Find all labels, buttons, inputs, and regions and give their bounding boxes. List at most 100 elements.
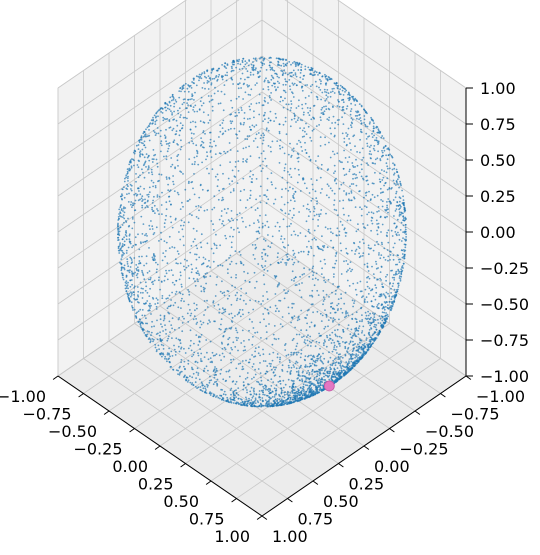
data-point bbox=[278, 162, 281, 164]
data-point bbox=[290, 176, 293, 179]
data-point bbox=[284, 292, 287, 295]
data-point bbox=[278, 299, 280, 302]
data-point bbox=[133, 149, 136, 152]
data-point bbox=[250, 63, 253, 66]
data-point bbox=[333, 273, 335, 275]
data-point bbox=[287, 390, 289, 393]
data-point bbox=[211, 208, 214, 211]
data-point bbox=[323, 375, 325, 378]
data-point bbox=[369, 121, 371, 123]
data-point bbox=[231, 180, 234, 183]
data-point bbox=[306, 207, 308, 210]
data-point bbox=[331, 122, 333, 124]
data-point bbox=[291, 216, 294, 219]
data-point bbox=[322, 245, 324, 248]
data-point bbox=[204, 309, 207, 311]
data-point bbox=[374, 339, 377, 341]
data-point bbox=[267, 379, 269, 382]
data-point bbox=[338, 369, 341, 372]
data-point bbox=[345, 192, 348, 195]
data-point bbox=[340, 249, 343, 252]
data-point bbox=[390, 154, 393, 157]
data-point bbox=[153, 154, 155, 157]
data-point bbox=[251, 66, 253, 69]
data-point bbox=[139, 291, 142, 294]
data-point bbox=[337, 99, 339, 101]
data-point bbox=[263, 134, 265, 137]
data-point bbox=[130, 166, 133, 169]
data-point bbox=[162, 348, 165, 350]
data-point bbox=[340, 273, 343, 275]
data-point bbox=[170, 324, 173, 326]
data-point bbox=[368, 211, 370, 214]
data-point bbox=[402, 237, 404, 240]
data-point bbox=[176, 250, 179, 253]
data-point bbox=[147, 155, 150, 158]
data-point bbox=[172, 304, 175, 307]
data-point bbox=[177, 345, 180, 348]
data-point bbox=[364, 298, 366, 301]
data-point bbox=[314, 393, 316, 396]
data-point bbox=[386, 206, 388, 209]
data-point bbox=[353, 332, 356, 335]
data-point bbox=[187, 182, 190, 185]
data-point bbox=[355, 360, 358, 362]
data-point bbox=[142, 327, 144, 330]
data-point bbox=[236, 137, 239, 140]
data-point bbox=[177, 373, 179, 375]
gridline-ywall-z bbox=[261, 55, 467, 197]
data-point bbox=[319, 82, 322, 85]
data-point bbox=[374, 171, 376, 174]
data-point bbox=[255, 230, 258, 233]
data-point bbox=[240, 262, 243, 265]
data-point bbox=[364, 192, 367, 194]
data-point bbox=[310, 245, 312, 248]
data-point bbox=[214, 86, 216, 89]
data-point bbox=[284, 83, 287, 86]
data-point bbox=[256, 405, 259, 408]
data-point bbox=[319, 357, 322, 359]
data-point bbox=[295, 360, 298, 363]
data-point bbox=[218, 308, 221, 311]
data-point bbox=[121, 193, 123, 196]
data-point bbox=[320, 380, 322, 383]
data-point bbox=[301, 107, 304, 110]
data-point bbox=[344, 373, 346, 376]
data-point bbox=[397, 258, 400, 261]
data-point bbox=[157, 279, 160, 282]
data-point bbox=[203, 300, 206, 302]
data-point bbox=[202, 321, 205, 324]
data-point bbox=[147, 278, 150, 281]
data-point bbox=[345, 173, 348, 176]
data-point bbox=[133, 285, 136, 288]
data-point bbox=[397, 284, 400, 287]
data-point bbox=[313, 378, 316, 381]
data-point bbox=[348, 168, 351, 171]
data-point bbox=[372, 318, 374, 320]
data-point bbox=[245, 398, 248, 400]
data-point bbox=[209, 266, 212, 269]
data-point bbox=[329, 368, 332, 371]
data-point bbox=[190, 245, 193, 247]
data-point bbox=[300, 63, 303, 66]
data-point bbox=[377, 206, 380, 208]
data-point bbox=[354, 115, 357, 117]
data-point bbox=[359, 151, 361, 154]
data-point bbox=[137, 294, 139, 297]
data-point bbox=[189, 329, 192, 332]
data-point bbox=[381, 303, 384, 306]
data-point bbox=[259, 214, 261, 217]
data-point bbox=[150, 168, 153, 171]
data-point bbox=[356, 321, 358, 323]
data-point bbox=[302, 113, 305, 116]
data-point bbox=[305, 336, 308, 338]
data-point bbox=[385, 312, 387, 314]
data-point bbox=[175, 130, 178, 133]
data-point bbox=[262, 300, 264, 302]
data-point bbox=[271, 76, 274, 79]
data-point bbox=[172, 274, 174, 276]
data-point bbox=[191, 382, 194, 384]
data-point bbox=[309, 72, 312, 75]
data-point bbox=[400, 211, 403, 214]
data-point bbox=[398, 261, 401, 263]
